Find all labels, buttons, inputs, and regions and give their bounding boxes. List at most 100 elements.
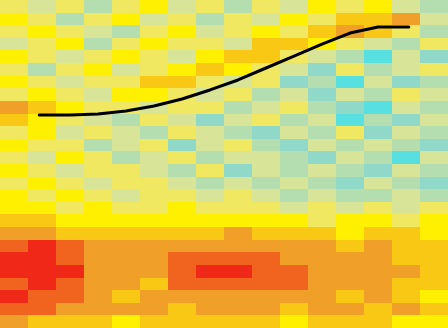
heat-cell (392, 214, 421, 227)
heat-cell (140, 227, 169, 240)
heat-cell (84, 139, 113, 152)
heat-cell (56, 278, 85, 291)
heat-cell (280, 13, 309, 26)
heat-cell (308, 177, 337, 190)
heat-cell (280, 265, 309, 278)
heat-cell (140, 76, 169, 89)
heat-cell (168, 265, 197, 278)
heat-cell (196, 202, 225, 215)
heat-cell (28, 252, 57, 265)
heat-cell (168, 252, 197, 265)
heat-cell (420, 265, 448, 278)
heat-cell (196, 63, 225, 76)
heat-cell (0, 214, 29, 227)
heat-cell (308, 303, 337, 316)
heat-cell (336, 265, 365, 278)
heat-cell (392, 189, 421, 202)
heat-cell (364, 139, 393, 152)
heat-cell (56, 139, 85, 152)
heat-cell (280, 126, 309, 139)
heat-cell (364, 114, 393, 127)
heat-cell (336, 214, 365, 227)
heat-cell (56, 38, 85, 51)
heat-cell (224, 25, 253, 38)
heat-cell (336, 38, 365, 51)
heat-cell (140, 278, 169, 291)
heat-cell (0, 177, 29, 190)
heat-cell (112, 0, 141, 13)
heat-cell (336, 240, 365, 253)
heat-cell (28, 202, 57, 215)
heat-cell (140, 240, 169, 253)
heat-cell (364, 265, 393, 278)
heat-cell (28, 265, 57, 278)
heat-cell (56, 189, 85, 202)
heat-cell (336, 126, 365, 139)
heat-cell (112, 126, 141, 139)
heat-cell (168, 151, 197, 164)
heat-cell (252, 126, 281, 139)
heat-cell (196, 13, 225, 26)
heat-cell (224, 177, 253, 190)
heat-cell (224, 202, 253, 215)
heat-cell (0, 202, 29, 215)
heat-cell (280, 315, 309, 328)
heat-cell (224, 50, 253, 63)
heat-cell (336, 315, 365, 328)
heat-cell (56, 126, 85, 139)
heat-cell (84, 164, 113, 177)
heat-cell (28, 290, 57, 303)
heat-cell (336, 63, 365, 76)
heat-cell (280, 303, 309, 316)
heat-cell (308, 202, 337, 215)
heat-cell (252, 189, 281, 202)
heat-cell (28, 189, 57, 202)
heat-cell (0, 88, 29, 101)
heat-cell (196, 151, 225, 164)
heat-cell (336, 290, 365, 303)
heat-cell (112, 164, 141, 177)
heat-cell (392, 38, 421, 51)
heat-cell (56, 214, 85, 227)
heat-cell (336, 114, 365, 127)
heat-cell (56, 76, 85, 89)
heat-cell (140, 252, 169, 265)
heat-cell (168, 202, 197, 215)
heat-cell (392, 202, 421, 215)
heat-cell (56, 50, 85, 63)
heat-cell (308, 189, 337, 202)
heat-cell (0, 76, 29, 89)
heat-cell (84, 252, 113, 265)
heat-cell (308, 50, 337, 63)
heat-cell (392, 63, 421, 76)
heat-cell (112, 63, 141, 76)
heat-cell (308, 315, 337, 328)
heat-cell (84, 290, 113, 303)
heat-cell (0, 227, 29, 240)
heat-cell (28, 151, 57, 164)
heat-cell (252, 25, 281, 38)
heat-cell (392, 303, 421, 316)
heat-cell (28, 164, 57, 177)
heat-cell (140, 265, 169, 278)
heat-cell (140, 88, 169, 101)
heat-cell (112, 25, 141, 38)
heat-cell (112, 315, 141, 328)
heat-cell (56, 303, 85, 316)
heat-cell (168, 25, 197, 38)
heat-cell (420, 151, 448, 164)
heat-cell (140, 126, 169, 139)
heat-cell (392, 76, 421, 89)
heat-cell (140, 63, 169, 76)
heat-cell (364, 315, 393, 328)
heat-cell (364, 101, 393, 114)
heat-cell (112, 151, 141, 164)
heat-cell (224, 303, 253, 316)
heat-cell (0, 189, 29, 202)
heat-cell (308, 126, 337, 139)
heat-cell (196, 0, 225, 13)
heat-cell (224, 214, 253, 227)
heat-cell (140, 303, 169, 316)
heat-cell (168, 63, 197, 76)
heat-cell (168, 50, 197, 63)
